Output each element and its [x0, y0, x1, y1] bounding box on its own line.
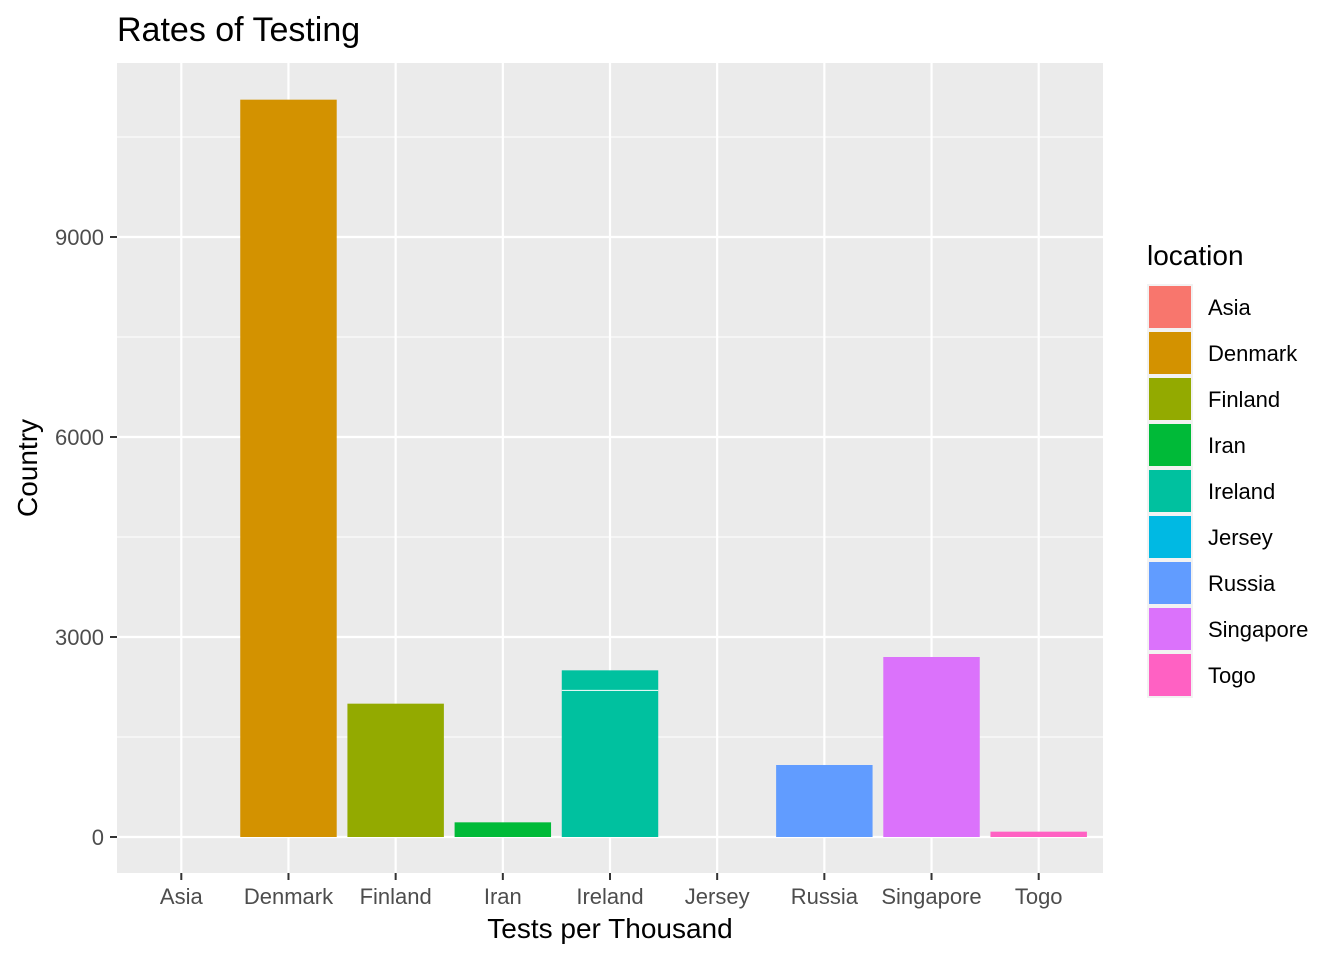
legend-swatch-finland — [1149, 378, 1191, 420]
legend-swatch-ireland — [1149, 470, 1191, 512]
legend-label: Ireland — [1208, 479, 1275, 504]
legend-label: Asia — [1208, 295, 1252, 320]
legend-swatch-togo — [1149, 654, 1191, 696]
x-axis-title: Tests per Thousand — [487, 913, 732, 944]
x-tick-label: Ireland — [576, 884, 643, 909]
x-tick-label: Finland — [360, 884, 432, 909]
bar-iran — [454, 822, 552, 837]
bar-singapore — [883, 657, 980, 837]
legend-label: Togo — [1208, 663, 1256, 688]
legend-swatch-jersey — [1149, 516, 1191, 558]
legend-label: Russia — [1208, 571, 1276, 596]
x-tick-label: Jersey — [685, 884, 750, 909]
y-tick-label: 9000 — [55, 225, 104, 250]
bar-segment-ireland — [561, 670, 659, 691]
y-tick-label: 6000 — [55, 425, 104, 450]
legend-label: Finland — [1208, 387, 1280, 412]
bar-togo — [990, 831, 1087, 837]
x-tick-label: Togo — [1015, 884, 1063, 909]
legend-title: location — [1147, 240, 1244, 271]
legend: location Asia Denmark Finland Iran Ireland Je… — [1147, 240, 1308, 698]
y-axis: 0 3000 6000 9000 — [55, 225, 117, 850]
legend-label: Denmark — [1208, 341, 1298, 366]
y-tick-label: 0 — [92, 825, 104, 850]
y-tick-label: 3000 — [55, 625, 104, 650]
legend-label: Jersey — [1208, 525, 1273, 550]
legend-label: Iran — [1208, 433, 1246, 458]
legend-swatch-asia — [1149, 286, 1191, 328]
bar-russia — [776, 765, 873, 837]
legend-label: Singapore — [1208, 617, 1308, 642]
x-tick-label: Singapore — [881, 884, 981, 909]
x-tick-label: Iran — [484, 884, 522, 909]
legend-swatch-iran — [1149, 424, 1191, 466]
x-tick-label: Russia — [791, 884, 859, 909]
chart-title: Rates of Testing — [117, 11, 360, 49]
bar-finland — [347, 703, 444, 837]
bars — [240, 99, 1087, 837]
legend-swatch-singapore — [1149, 608, 1191, 650]
x-tick-label: Denmark — [244, 884, 334, 909]
y-axis-title: Country — [12, 419, 43, 517]
legend-swatch-denmark — [1149, 332, 1191, 374]
bar-segment-ireland — [561, 690, 659, 837]
x-axis: Asia Denmark Finland Iran Ireland Jersey Russi… — [160, 873, 1063, 909]
x-tick-label: Asia — [160, 884, 204, 909]
bar-denmark — [240, 99, 337, 837]
legend-swatch-russia — [1149, 562, 1191, 604]
